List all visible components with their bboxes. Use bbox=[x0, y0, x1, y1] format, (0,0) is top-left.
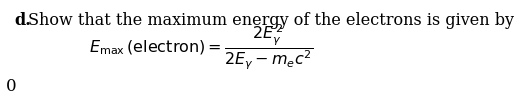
Text: d.: d. bbox=[14, 12, 31, 29]
Text: 0: 0 bbox=[6, 78, 17, 95]
Text: $E_{\mathrm{max}}\,(\mathrm{electron}) = \dfrac{2E_{\gamma}^{\,2}}{2E_{\gamma} -: $E_{\mathrm{max}}\,(\mathrm{electron}) =… bbox=[89, 22, 314, 72]
Text: Show that the maximum energy of the electrons is given by: Show that the maximum energy of the elec… bbox=[28, 12, 514, 29]
